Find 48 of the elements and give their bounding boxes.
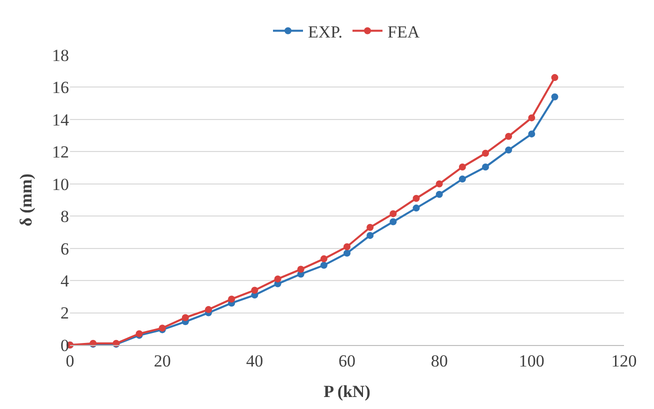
- point: [344, 250, 350, 257]
- point: [482, 150, 489, 157]
- point: [505, 146, 512, 154]
- legend-label: EXP.: [308, 22, 342, 42]
- point: [297, 266, 304, 273]
- point: [274, 275, 282, 282]
- x-tick-label: 40: [246, 351, 264, 370]
- point: [205, 306, 212, 314]
- point: [436, 190, 443, 198]
- y-tick-label: 2: [60, 304, 69, 323]
- point: [528, 130, 536, 138]
- point: [436, 180, 443, 188]
- y-tick-label: 4: [60, 272, 70, 291]
- point: [458, 176, 466, 183]
- point: [251, 286, 258, 294]
- x-axis-title: P (kN): [324, 382, 370, 401]
- x-tick-label: 20: [154, 351, 171, 370]
- point: [390, 210, 397, 218]
- x-tick-label: 80: [430, 351, 448, 370]
- point: [551, 74, 558, 82]
- point: [182, 314, 189, 322]
- point: [344, 243, 350, 250]
- y-tick-label: 0: [60, 336, 69, 355]
- y-tick-label: 6: [60, 239, 69, 258]
- y-tick-label: 8: [60, 207, 69, 226]
- y-axis-title: δ (mm): [16, 174, 36, 226]
- y-tick-label: 10: [52, 174, 69, 194]
- point: [366, 232, 374, 239]
- legend-label: FEA: [387, 22, 420, 42]
- y-tick-label: 16: [52, 78, 69, 98]
- y-tick-label: 12: [52, 142, 69, 162]
- point: [390, 218, 397, 226]
- point: [412, 194, 420, 202]
- point: [505, 132, 512, 140]
- point: [320, 262, 328, 269]
- point: [228, 296, 236, 303]
- point: [320, 255, 328, 262]
- x-tick-label: 120: [611, 351, 637, 370]
- x-tick-label: 60: [338, 351, 356, 370]
- point: [482, 163, 489, 170]
- y-tick-label: 18: [52, 46, 69, 65]
- point: [458, 163, 466, 170]
- point: [551, 93, 558, 100]
- y-tick-label: 14: [52, 110, 70, 130]
- x-tick-label: 100: [518, 351, 544, 370]
- point: [412, 204, 420, 212]
- point: [366, 224, 374, 231]
- point: [528, 114, 536, 122]
